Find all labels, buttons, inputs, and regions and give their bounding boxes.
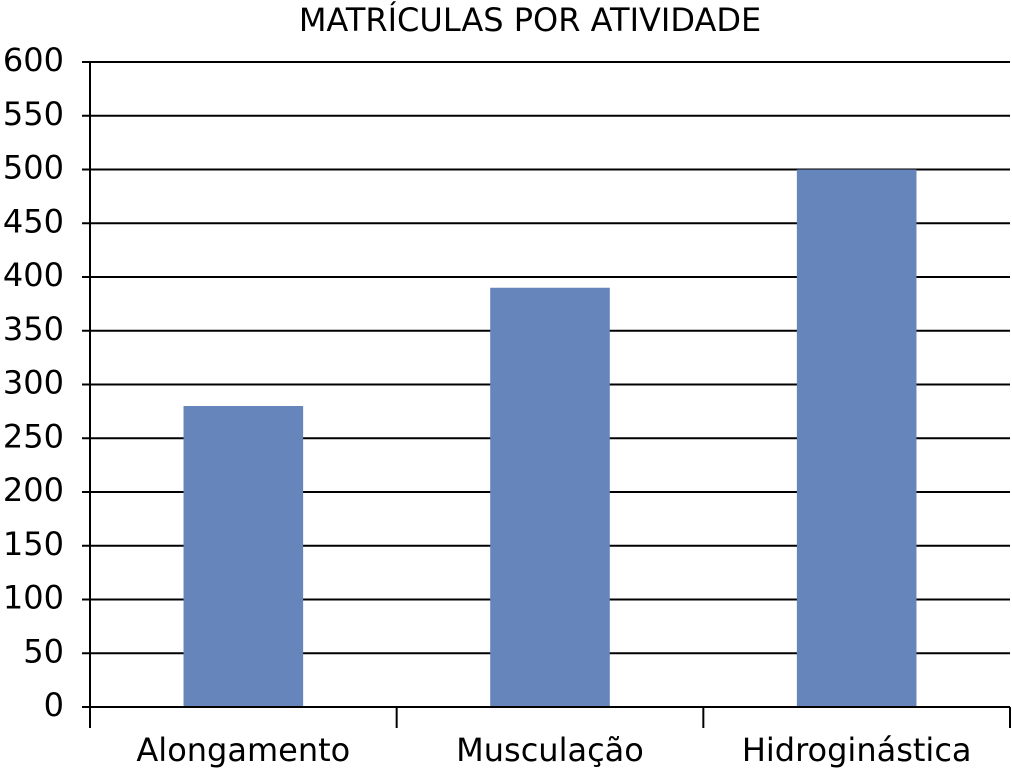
y-tick-label: 0 xyxy=(44,686,64,724)
y-tick-label: 150 xyxy=(3,525,64,563)
bar xyxy=(183,406,304,707)
y-tick-label: 500 xyxy=(3,149,64,187)
bar xyxy=(796,169,917,707)
y-tick-label: 450 xyxy=(3,202,64,240)
y-tick-label: 100 xyxy=(3,579,64,617)
y-tick-label: 600 xyxy=(3,41,64,79)
chart-title: MATRÍCULAS POR ATIVIDADE xyxy=(299,1,761,39)
y-tick-label: 250 xyxy=(3,417,64,455)
x-tick-label: Hidroginástica xyxy=(742,731,972,769)
x-tick-label: Alongamento xyxy=(136,731,350,769)
bar xyxy=(490,287,610,707)
y-tick-label: 200 xyxy=(3,471,64,509)
y-tick-label: 550 xyxy=(3,95,64,133)
x-tick-label: Musculação xyxy=(456,731,644,769)
y-tick-label: 350 xyxy=(3,310,64,348)
y-tick-label: 400 xyxy=(3,256,64,294)
y-tick-label: 300 xyxy=(3,364,64,402)
y-tick-label: 50 xyxy=(23,632,64,670)
